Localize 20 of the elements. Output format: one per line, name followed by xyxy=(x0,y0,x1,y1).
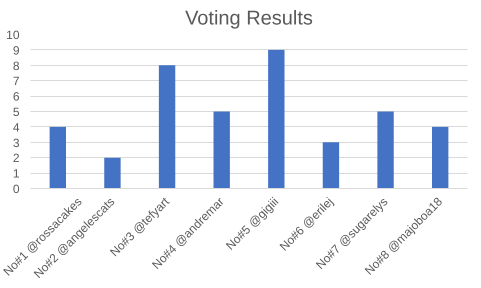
y-tick-label: 5 xyxy=(12,105,20,119)
y-tick-label: 7 xyxy=(12,74,20,88)
y-tick-label: 2 xyxy=(12,151,20,166)
chart-title: Voting Results xyxy=(185,8,313,30)
y-tick-label: 6 xyxy=(12,90,20,104)
y-tick-label: 0 xyxy=(12,182,20,196)
y-tick-label: 3 xyxy=(12,136,20,150)
y-tick-label: 1 xyxy=(12,166,20,181)
bar xyxy=(377,112,394,188)
bar xyxy=(104,158,121,188)
bar xyxy=(50,126,66,188)
y-tick-label: 9 xyxy=(12,43,20,58)
y-tick-label: 10 xyxy=(6,28,20,42)
y-tick-label: 8 xyxy=(12,58,20,73)
bar xyxy=(213,112,230,188)
y-tick-label: 4 xyxy=(12,120,20,134)
bar xyxy=(322,142,340,188)
bar xyxy=(158,65,176,188)
bar xyxy=(432,126,448,188)
bar xyxy=(268,50,285,188)
